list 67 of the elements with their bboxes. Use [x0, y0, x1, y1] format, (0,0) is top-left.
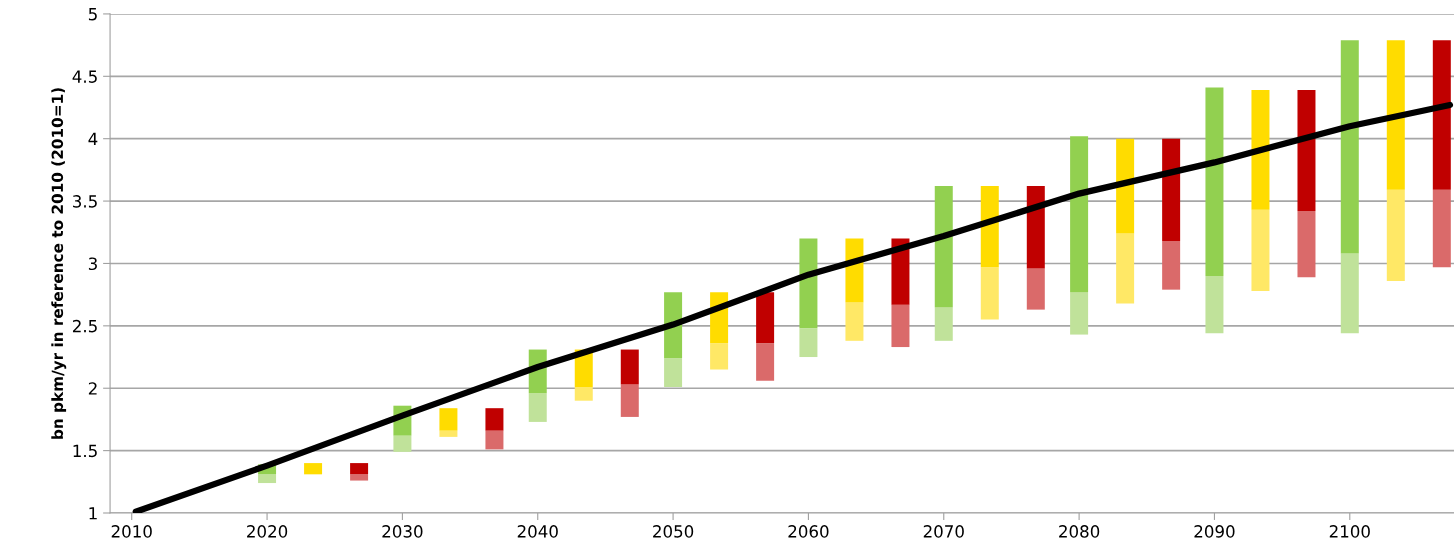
- bar: [1162, 138, 1181, 241]
- bar: [620, 349, 639, 385]
- bar: [1026, 186, 1045, 269]
- bar: [1432, 189, 1451, 268]
- bar: [1251, 209, 1270, 291]
- y-tick-label: 4: [88, 132, 98, 146]
- bar: [934, 307, 953, 341]
- bar: [1251, 90, 1270, 210]
- bar: [1297, 211, 1316, 278]
- bar: [891, 238, 910, 305]
- bar: [1070, 292, 1089, 335]
- bar: [756, 292, 775, 344]
- bar: [1340, 40, 1359, 254]
- bar: [1116, 138, 1135, 234]
- bar: [1386, 40, 1405, 190]
- bar: [439, 408, 458, 431]
- y-tick-label: 3.5: [73, 195, 97, 208]
- bar: [980, 267, 999, 320]
- x-tick-label: 2070: [923, 525, 964, 538]
- bar: [304, 463, 323, 475]
- bar: [1070, 136, 1089, 293]
- bar: [845, 302, 864, 341]
- bar: [1116, 233, 1135, 304]
- x-tick-label: 2090: [1194, 525, 1235, 538]
- y-tick-label: 2.5: [72, 319, 97, 333]
- y-tick-label: 1: [89, 507, 97, 520]
- bar: [1205, 275, 1224, 334]
- bar: [1297, 90, 1316, 212]
- y-tick-label: 1.5: [73, 444, 97, 458]
- bar: [891, 304, 910, 348]
- bar: [756, 343, 775, 381]
- y-axis-title: bn pkm/yr in reference to 2010 (2010=1): [51, 88, 67, 439]
- bar: [1205, 87, 1224, 276]
- bar: [710, 343, 729, 370]
- bar: [350, 463, 369, 475]
- bar: [664, 358, 683, 387]
- bar: [393, 435, 412, 452]
- bar: [350, 474, 369, 481]
- bar: [1432, 40, 1451, 190]
- y-tick-label: 2: [88, 382, 97, 395]
- x-tick-label: 2060: [788, 525, 829, 538]
- bar: [485, 430, 504, 450]
- bar: [980, 186, 999, 268]
- bar: [799, 238, 818, 329]
- bar: [1340, 253, 1359, 334]
- x-tick-label: 2020: [247, 525, 288, 538]
- y-tick-label: 3: [88, 257, 97, 271]
- bar: [485, 408, 504, 431]
- bar: [439, 430, 458, 437]
- bar: [1026, 268, 1045, 310]
- x-tick-label: 2050: [653, 525, 694, 538]
- bar: [1162, 241, 1181, 290]
- x-tick-label: 2040: [517, 525, 558, 538]
- y-tick-label: 4.5: [72, 70, 97, 83]
- x-tick-label: 2100: [1329, 525, 1370, 538]
- x-tick-label: 2010: [111, 525, 152, 538]
- bar: [664, 292, 683, 359]
- bar: [1386, 189, 1405, 281]
- x-tick-label: 2030: [382, 525, 423, 538]
- bar: [799, 328, 818, 358]
- x-tick-label: 2080: [1059, 525, 1100, 538]
- bar: [528, 393, 547, 422]
- bar: [620, 384, 639, 417]
- bar: [258, 474, 277, 484]
- y-tick-label: 5: [88, 8, 97, 21]
- bar: [574, 386, 593, 401]
- bar: [934, 186, 953, 308]
